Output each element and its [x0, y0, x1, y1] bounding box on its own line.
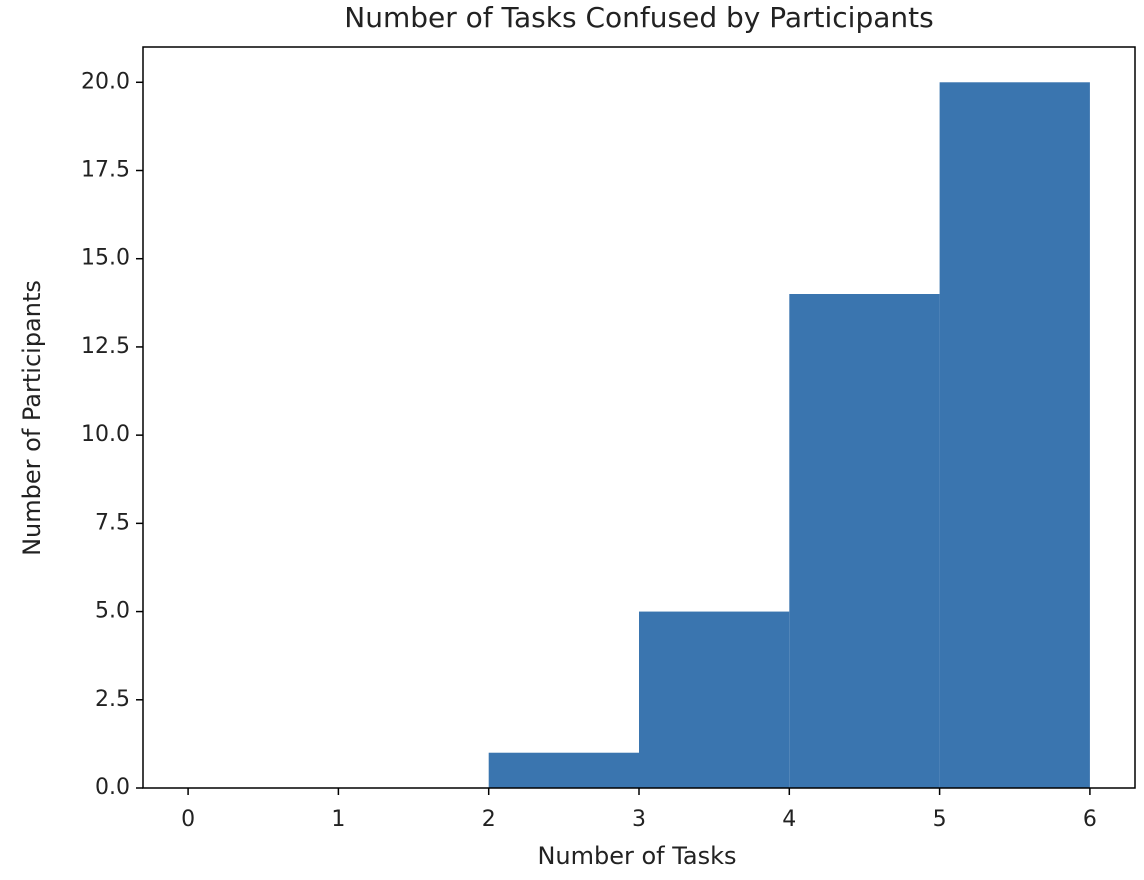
y-tick-label: 0.0 [95, 775, 130, 800]
y-tick-label: 10.0 [81, 422, 130, 447]
x-tick-label: 0 [181, 807, 195, 832]
bar [939, 82, 1090, 789]
y-tick-label: 15.0 [81, 246, 130, 271]
y-tick-label: 17.5 [81, 158, 130, 183]
y-tick-label: 12.5 [81, 334, 130, 359]
bar [639, 611, 790, 788]
bar [789, 294, 940, 788]
x-tick-label: 6 [1083, 807, 1097, 832]
y-tick-label: 2.5 [95, 687, 130, 712]
x-tick-label: 5 [933, 807, 947, 832]
y-tick-label: 7.5 [95, 510, 130, 535]
y-tick-label: 5.0 [95, 599, 130, 624]
x-tick-label: 4 [782, 807, 796, 832]
y-axis-label: Number of Participants [18, 280, 46, 556]
chart-title: Number of Tasks Confused by Participants [344, 1, 933, 34]
x-tick-label: 2 [482, 807, 496, 832]
plot-frame [142, 46, 1136, 789]
x-tick-label: 1 [331, 807, 345, 832]
x-tick-label: 3 [632, 807, 646, 832]
x-axis-label: Number of Tasks [537, 842, 736, 870]
bar [488, 752, 639, 788]
y-tick-label: 20.0 [81, 69, 130, 94]
